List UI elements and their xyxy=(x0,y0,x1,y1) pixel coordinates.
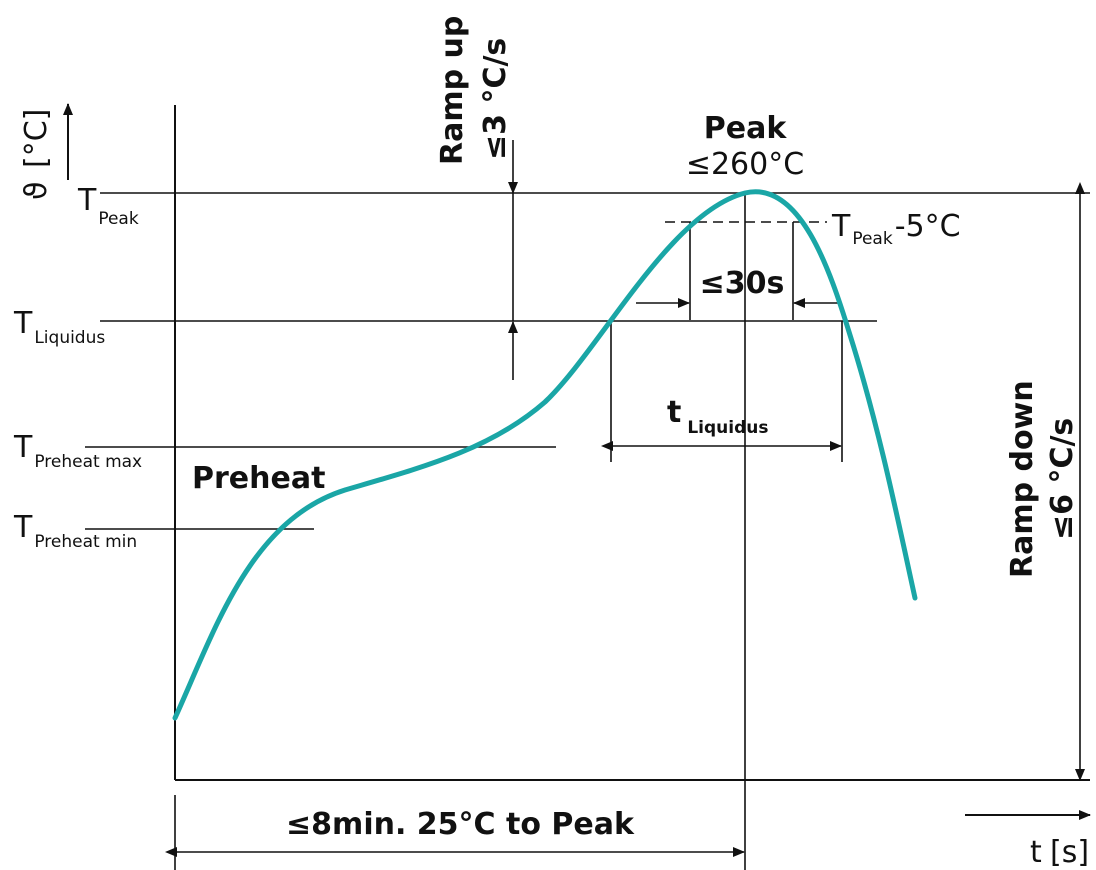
y-axis-unit: [°C] xyxy=(19,109,54,168)
y-axis-label: ϑ [°C] xyxy=(19,109,54,200)
temperature-profile-curve xyxy=(172,189,918,721)
y-axis-symbol: ϑ xyxy=(19,181,54,200)
t-peak-minus-5-label: T Peak-5°C xyxy=(831,209,961,249)
window-30s-label: ≤30s xyxy=(700,266,785,301)
t-preheat-max-label: T Preheat max xyxy=(13,430,142,472)
ramp-up-rate: ≤3 °C/s xyxy=(478,38,513,160)
peak-value: ≤260°C xyxy=(686,147,804,182)
x-axis-label: t [s] xyxy=(1030,835,1089,870)
t-preheat-min-label: T Preheat min xyxy=(13,510,137,552)
x-axis-symbol: t xyxy=(1030,835,1042,870)
ramp-up-label: Ramp up xyxy=(435,16,470,165)
x-axis-unit: [s] xyxy=(1050,835,1089,870)
peak-title: Peak xyxy=(704,111,788,146)
t-liquidus-label: T Liquidus xyxy=(13,306,105,348)
ramp-down-label: Ramp down xyxy=(1005,380,1040,578)
t-liquidus-label: t Liquidus xyxy=(667,395,769,438)
total-time-label: ≤8min. 25°C to Peak xyxy=(286,807,635,842)
preheat-label: Preheat xyxy=(192,461,325,496)
ramp-down-rate: ≤6 °C/s xyxy=(1045,418,1080,540)
t-peak-label: TPeak xyxy=(77,183,139,229)
